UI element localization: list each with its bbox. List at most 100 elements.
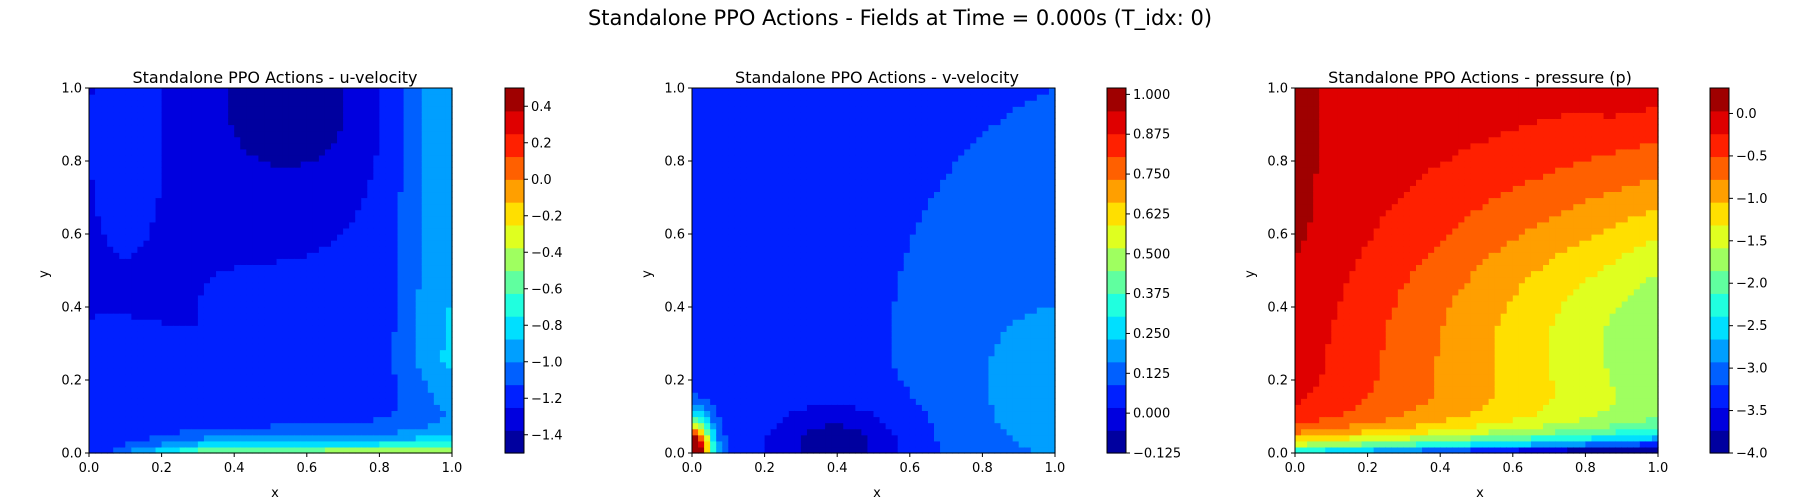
heatmap-cell — [179, 386, 187, 393]
heatmap-cell — [813, 361, 820, 369]
heatmap-cell — [264, 313, 272, 320]
heatmap-cell — [119, 252, 126, 259]
heatmap-cell — [800, 227, 808, 235]
heatmap-cell — [173, 221, 181, 229]
heatmap-cell — [343, 215, 350, 223]
heatmap-cell — [95, 227, 102, 235]
heatmap-cell — [427, 440, 435, 448]
heatmap-cell — [409, 179, 417, 186]
heatmap-cell — [770, 154, 778, 162]
heatmap-cell — [439, 167, 447, 174]
heatmap-cell — [173, 209, 181, 217]
heatmap-cell — [379, 209, 387, 217]
heatmap-cell — [427, 154, 435, 162]
heatmap-cell — [800, 404, 808, 412]
heatmap-cell — [433, 325, 441, 332]
heatmap-cell — [794, 288, 802, 296]
heatmap-cell — [270, 428, 278, 436]
heatmap-cell — [203, 319, 211, 326]
heatmap-cell — [758, 380, 766, 387]
heatmap-cell — [415, 325, 423, 332]
heatmap-cell — [716, 106, 723, 113]
heatmap-cell — [270, 88, 278, 95]
heatmap-cell — [764, 392, 772, 399]
heatmap-cell — [421, 179, 429, 186]
heatmap-cell — [355, 252, 362, 259]
heatmap-cell — [433, 106, 441, 113]
heatmap-cell — [776, 94, 784, 101]
heatmap-cell — [312, 100, 320, 107]
heatmap-cell — [758, 227, 766, 235]
heatmap-cell — [343, 307, 350, 314]
heatmap-cell — [758, 154, 766, 162]
heatmap-cell — [149, 94, 157, 101]
heatmap-cell — [264, 258, 272, 266]
heatmap-cell — [276, 136, 284, 144]
heatmap-cell — [149, 294, 157, 302]
heatmap-cell — [222, 404, 229, 412]
heatmap-cell — [746, 398, 754, 405]
heatmap-cell — [137, 191, 145, 199]
heatmap-cell — [349, 136, 356, 144]
heatmap-cell — [185, 148, 193, 156]
heatmap-cell — [349, 307, 356, 314]
heatmap-cell — [185, 154, 193, 162]
heatmap-cell — [228, 106, 235, 113]
heatmap-cell — [782, 240, 790, 247]
heatmap-cell — [131, 355, 138, 363]
heatmap-cell — [445, 215, 453, 223]
heatmap-cell — [415, 185, 423, 193]
heatmap-cell — [770, 355, 778, 363]
heatmap-cell — [318, 410, 326, 418]
heatmap-cell — [101, 154, 108, 162]
heatmap-cell — [89, 343, 96, 351]
heatmap-cell — [210, 404, 217, 412]
heatmap-cell — [355, 270, 362, 278]
heatmap-cell — [288, 270, 296, 278]
heatmap-cell — [222, 227, 229, 235]
heatmap-cell — [113, 270, 120, 278]
heatmap-cell — [439, 331, 447, 339]
heatmap-cell — [692, 294, 699, 302]
heatmap-cell — [131, 209, 138, 217]
heatmap-cell — [331, 227, 338, 235]
heatmap-cell — [95, 118, 102, 126]
heatmap-cell — [306, 404, 314, 412]
heatmap-cell — [324, 215, 332, 223]
heatmap-cell — [403, 148, 411, 156]
heatmap-cell — [764, 355, 772, 363]
heatmap-cell — [228, 100, 235, 107]
heatmap-cell — [264, 416, 272, 424]
heatmap-cell — [433, 142, 441, 150]
heatmap-cell — [379, 203, 387, 211]
heatmap-cell — [119, 154, 126, 162]
heatmap-cell — [704, 173, 711, 180]
heatmap-cell — [692, 167, 699, 174]
heatmap-cell — [107, 227, 114, 235]
heatmap-cell — [379, 100, 387, 107]
heatmap-cell — [324, 282, 332, 290]
heatmap-cell — [125, 355, 132, 363]
heatmap-cell — [331, 380, 338, 387]
heatmap-cell — [385, 100, 393, 107]
heatmap-cell — [794, 386, 802, 393]
heatmap-cell — [137, 319, 145, 326]
heatmap-cell — [415, 440, 423, 448]
heatmap-cell — [185, 258, 193, 266]
heatmap-cell — [276, 142, 284, 150]
heatmap-cell — [427, 386, 435, 393]
heatmap-cell — [397, 240, 405, 247]
heatmap-cell — [210, 282, 217, 290]
heatmap-cell — [216, 191, 223, 199]
heatmap-cell — [294, 319, 302, 326]
heatmap-cell — [197, 270, 205, 278]
heatmap-cell — [710, 148, 717, 156]
heatmap-cell — [246, 258, 253, 266]
heatmap-cell — [210, 185, 217, 193]
heatmap-cell — [101, 258, 108, 266]
heatmap-cell — [131, 252, 138, 259]
heatmap-cell — [427, 270, 435, 278]
colorbar-band — [505, 430, 524, 454]
heatmap-cell — [385, 440, 393, 448]
heatmap-cell — [794, 428, 802, 436]
